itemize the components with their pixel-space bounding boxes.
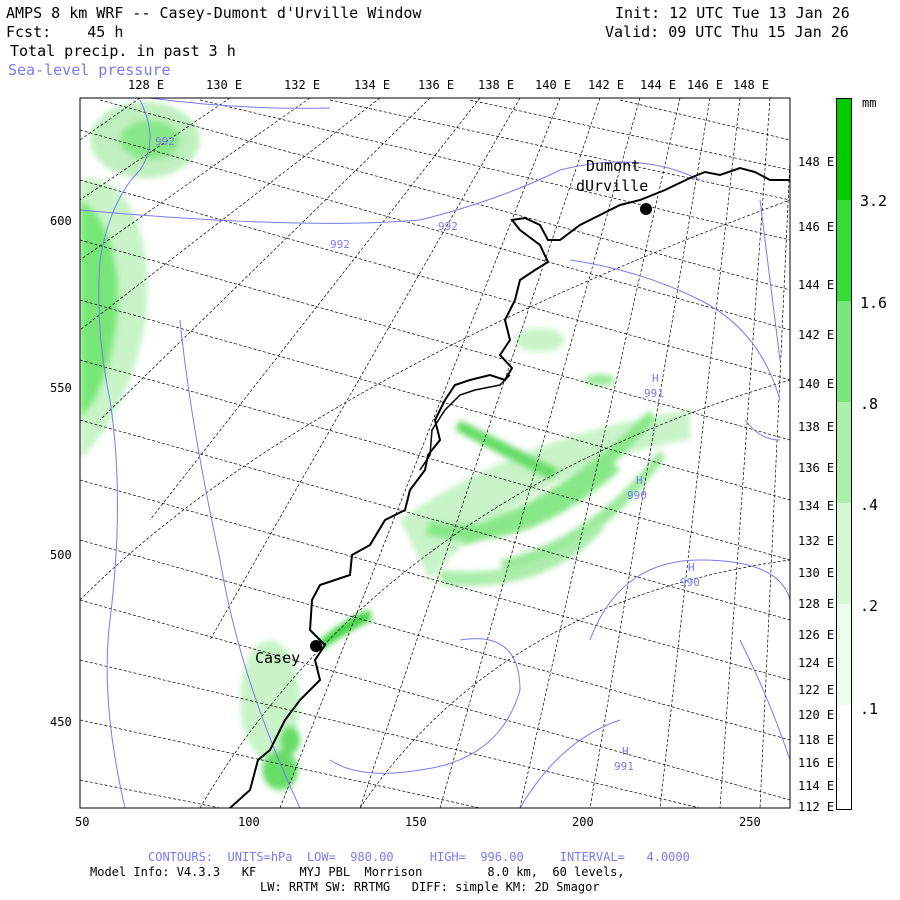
contour-label: 990 [627, 489, 647, 502]
top-lon-label: 134 E [354, 78, 391, 92]
contour-label: 991 [644, 387, 664, 400]
x-axis-label: 150 [405, 815, 427, 829]
y-axis-label: 500 [50, 548, 72, 562]
init-time: Init: 12 UTC Tue 13 Jan 26 [615, 4, 850, 22]
top-lon-label: 142 E [588, 78, 625, 92]
right-lon-label: 118 E [798, 733, 835, 747]
legend-swatch [837, 705, 851, 807]
top-lon-label: 132 E [284, 78, 321, 92]
legend-swatch [837, 503, 851, 604]
right-lon-label: 136 E [798, 461, 835, 475]
coastline [229, 166, 790, 808]
legend-swatch [837, 99, 851, 200]
fcst-value: 45 h [87, 23, 124, 41]
top-lon-label: 140 E [535, 78, 572, 92]
x-axis-label: 250 [739, 815, 761, 829]
x-axis-label: 200 [572, 815, 594, 829]
top-lon-label: 148 E [733, 78, 770, 92]
x-axis-label: 100 [238, 815, 260, 829]
legend-colorbar [836, 98, 852, 810]
physics-info: LW: RRTM SW: RRTMG DIFF: simple KM: 2D S… [260, 880, 600, 894]
top-lon-label: 136 E [418, 78, 455, 92]
right-lon-label: 144 E [798, 278, 835, 292]
valid-time: Valid: 09 UTC Thu 15 Jan 26 [605, 23, 849, 41]
right-lon-label: 120 E [798, 708, 835, 722]
legend-swatch [837, 301, 851, 402]
forecast-hour: Fcst: 45 h [6, 24, 123, 41]
legend-level: 3.2 [860, 192, 888, 210]
top-lon-label: 144 E [640, 78, 677, 92]
right-lon-label: 112 E [798, 800, 835, 814]
model-info: Model Info: V4.3.3 KF MYJ PBL Morrison 8… [90, 865, 625, 879]
top-lon-label: 138 E [478, 78, 515, 92]
high-marker: H [652, 372, 659, 385]
contour-label: 992 [438, 220, 458, 233]
top-lon-label: 146 E [687, 78, 724, 92]
right-lon-label: 128 E [798, 597, 835, 611]
right-lon-label: 130 E [798, 566, 835, 580]
legend-unit: mm [862, 96, 877, 110]
right-lon-label: 114 E [798, 779, 835, 793]
casey-label: Casey [255, 649, 301, 667]
legend-swatch [837, 200, 851, 301]
contour-label: 991 [614, 760, 634, 773]
contour-label: 990 [680, 576, 700, 589]
y-axis-label: 600 [50, 214, 72, 228]
fcst-label: Fcst: [6, 23, 52, 41]
right-lon-label: 124 E [798, 656, 835, 670]
y-axis-label: 450 [50, 715, 72, 729]
right-lon-label: 138 E [798, 420, 835, 434]
right-lon-label: 132 E [798, 534, 835, 548]
high-marker: H [688, 561, 695, 574]
casey-station-marker [310, 640, 322, 652]
chart-title: AMPS 8 km WRF -- Casey-Dumont d'Urville … [6, 4, 422, 22]
contour-info: CONTOURS: UNITS=hPa LOW= 980.00 HIGH= 99… [148, 850, 690, 864]
contour-label: 992 [330, 238, 350, 251]
legend-swatch [837, 402, 851, 503]
graticule [80, 98, 790, 808]
right-lon-label: 140 E [798, 377, 835, 391]
legend-level: .8 [860, 395, 879, 413]
high-marker: H [636, 474, 643, 487]
right-lon-label: 146 E [798, 220, 835, 234]
dumont-label-2: dUrville [576, 177, 649, 195]
contour-label: 992 [155, 135, 175, 148]
right-lon-label: 148 E [798, 155, 835, 169]
legend-swatch [837, 604, 851, 705]
right-lon-label: 116 E [798, 756, 835, 770]
top-lon-label: 128 E [128, 78, 165, 92]
legend-level: 1.6 [860, 294, 888, 312]
legend-level: .1 [860, 700, 879, 718]
x-axis-label: 50 [75, 815, 90, 829]
field-name: Total precip. in past 3 h [10, 42, 236, 60]
dumont-station-marker [640, 203, 652, 215]
legend-level: .2 [860, 597, 879, 615]
dumont-label-1: Dumont [586, 157, 641, 175]
right-lon-label: 126 E [798, 628, 835, 642]
right-lon-label: 134 E [798, 499, 835, 513]
legend-level: .4 [860, 496, 879, 514]
overlay-name: Sea-level pressure [8, 61, 171, 79]
right-lon-label: 122 E [798, 683, 835, 697]
top-lon-label: 130 E [206, 78, 243, 92]
right-lon-label: 142 E [798, 328, 835, 342]
pressure-contours [80, 98, 790, 808]
y-axis-label: 550 [50, 381, 72, 395]
high-marker: H [622, 745, 629, 758]
precip-shading [80, 102, 690, 790]
